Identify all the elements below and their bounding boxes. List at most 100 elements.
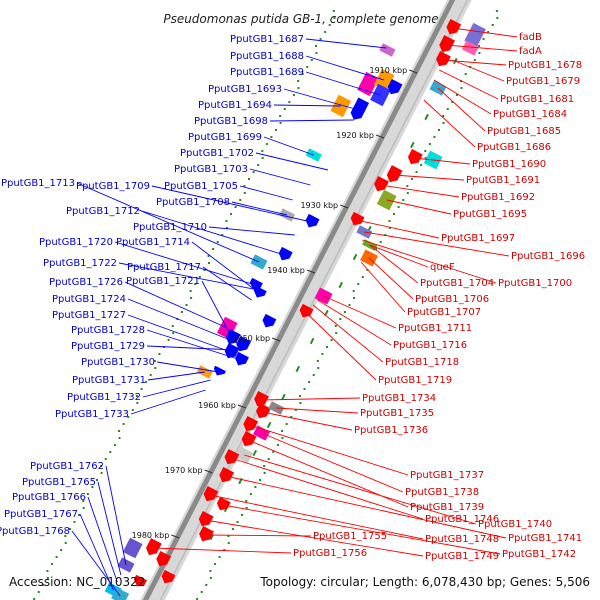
gc-dot <box>297 87 299 89</box>
gene-label-forward[interactable]: PputGB1_1721 <box>126 276 200 287</box>
gene-feature[interactable] <box>123 538 143 559</box>
gene-label-reverse[interactable]: PputGB1_1719 <box>378 375 452 386</box>
gc-bar <box>310 338 315 344</box>
gc-dot <box>398 206 400 208</box>
gc-dot <box>235 206 237 208</box>
gc-bar <box>253 450 258 456</box>
gene-label-reverse[interactable]: PputGB1_1742 <box>502 549 576 560</box>
gene-label-reverse[interactable]: fadB <box>519 32 542 43</box>
gene-label-reverse[interactable]: PputGB1_1738 <box>405 487 479 498</box>
gene-label-forward[interactable]: PputGB1_1722 <box>43 258 117 269</box>
gene-label-reverse[interactable]: PputGB1_1718 <box>385 357 459 368</box>
gene-label-forward[interactable]: PputGB1_1694 <box>198 100 272 111</box>
gene-label-forward[interactable]: PputGB1_1717 <box>127 262 201 273</box>
gene-label-forward[interactable]: PputGB1_1699 <box>188 132 262 143</box>
gene-label-reverse[interactable]: PputGB1_1716 <box>393 340 467 351</box>
gc-dot <box>74 521 76 523</box>
gene-label-reverse[interactable]: PputGB1_1707 <box>407 307 481 318</box>
gene-label-forward[interactable]: PputGB1_1730 <box>81 357 155 368</box>
gc-dot <box>326 346 328 348</box>
gene-label-forward[interactable]: PputGB1_1688 <box>230 51 304 62</box>
gene-label-forward[interactable]: PputGB1_1709 <box>76 181 150 192</box>
gene-label-forward[interactable]: PputGB1_1713 <box>1 178 75 189</box>
gene-label-reverse[interactable]: PputGB1_1748 <box>425 534 499 545</box>
gene-label-forward[interactable]: PputGB1_1705 <box>164 181 238 192</box>
gene-label-reverse[interactable]: PputGB1_1746 <box>425 514 499 525</box>
gc-dot <box>118 437 120 439</box>
gene-label-forward[interactable]: PputGB1_1687 <box>230 34 304 45</box>
gene-label-reverse[interactable]: queF <box>430 262 455 273</box>
gene-label-reverse[interactable]: PputGB1_1741 <box>508 533 582 544</box>
gene-label-forward[interactable]: PputGB1_1708 <box>156 197 230 208</box>
gene-label-forward[interactable]: PputGB1_1733 <box>55 409 129 420</box>
gene-label-reverse[interactable]: PputGB1_1692 <box>461 192 535 203</box>
gc-dot <box>335 332 337 334</box>
gene-label-forward[interactable]: PputGB1_1698 <box>194 116 268 127</box>
gene-label-forward[interactable]: PputGB1_1689 <box>230 67 304 78</box>
gene-label-forward[interactable]: PputGB1_1768 <box>0 526 70 537</box>
gene-label-reverse[interactable]: fadA <box>519 46 542 57</box>
gc-dot <box>109 451 111 453</box>
gene-label-forward[interactable]: PputGB1_1710 <box>133 222 207 233</box>
gene-label-reverse[interactable]: PputGB1_1690 <box>472 159 546 170</box>
gc-dot <box>268 458 270 460</box>
gene-label-reverse[interactable]: PputGB1_1706 <box>415 294 489 305</box>
gc-dot <box>492 24 494 26</box>
gene-label-forward[interactable]: PputGB1_1720 <box>39 237 113 248</box>
gene-label-reverse[interactable]: PputGB1_1704 <box>420 278 494 289</box>
gc-dot <box>51 563 53 565</box>
gene-label-reverse[interactable]: PputGB1_1711 <box>398 323 472 334</box>
gc-dot <box>60 549 62 551</box>
gene-label-reverse[interactable]: PputGB1_1700 <box>498 278 572 289</box>
gc-dot <box>324 31 326 33</box>
gene-label-reverse[interactable]: PputGB1_1695 <box>453 209 527 220</box>
gene-label-forward[interactable]: PputGB1_1767 <box>4 509 78 520</box>
gene-label-reverse[interactable]: PputGB1_1697 <box>441 233 515 244</box>
gene-label-reverse[interactable]: PputGB1_1755 <box>313 531 387 542</box>
gene-label-forward[interactable]: PputGB1_1728 <box>71 325 145 336</box>
gene-label-reverse[interactable]: PputGB1_1739 <box>410 502 484 513</box>
gene-label-reverse[interactable]: PputGB1_1756 <box>293 548 367 559</box>
tick-label: 1940 kbp <box>267 266 305 275</box>
gene-label-forward[interactable]: PputGB1_1731 <box>72 375 146 386</box>
gene-label-reverse[interactable]: PputGB1_1749 <box>425 551 499 562</box>
gene-label-forward[interactable]: PputGB1_1703 <box>174 164 248 175</box>
gene-label-forward[interactable]: PputGB1_1729 <box>71 341 145 352</box>
gene-label-forward[interactable]: PputGB1_1765 <box>22 477 96 488</box>
gc-dot <box>429 143 431 145</box>
gene-label-reverse[interactable]: PputGB1_1735 <box>360 408 434 419</box>
forward-gene[interactable] <box>260 314 276 330</box>
gc-dot <box>333 17 335 19</box>
gene-label-reverse[interactable]: PputGB1_1736 <box>354 425 428 436</box>
gene-label-forward[interactable]: PputGB1_1702 <box>180 148 254 159</box>
gc-dot <box>483 38 485 40</box>
gc-dot <box>96 479 98 481</box>
gene-label-reverse[interactable]: PputGB1_1734 <box>362 393 436 404</box>
gene-label-reverse[interactable]: PputGB1_1678 <box>508 60 582 71</box>
gene-label-reverse[interactable]: PputGB1_1696 <box>511 251 585 262</box>
gc-dot <box>339 318 341 320</box>
tick-label: 1920 kbp <box>336 131 374 140</box>
gene-feature[interactable] <box>379 43 395 56</box>
gene-label-reverse[interactable]: PputGB1_1686 <box>477 142 551 153</box>
gene-label-forward[interactable]: PputGB1_1732 <box>67 392 141 403</box>
gene-label-reverse[interactable]: PputGB1_1737 <box>410 470 484 481</box>
gene-label-forward[interactable]: PputGB1_1762 <box>30 461 104 472</box>
gene-label-forward[interactable]: PputGB1_1693 <box>208 84 282 95</box>
gc-dot <box>190 297 192 299</box>
gc-dot <box>280 122 282 124</box>
gene-label-reverse[interactable]: PputGB1_1681 <box>500 94 574 105</box>
gene-label-forward[interactable]: PputGB1_1724 <box>52 294 126 305</box>
gc-dot <box>460 87 462 89</box>
gene-label-reverse[interactable]: PputGB1_1684 <box>493 109 567 120</box>
gene-label-reverse[interactable]: PputGB1_1691 <box>466 175 540 186</box>
gene-label-reverse[interactable]: PputGB1_1679 <box>506 76 580 87</box>
gene-label-forward[interactable]: PputGB1_1766 <box>12 492 86 503</box>
gene-label-forward[interactable]: PputGB1_1712 <box>66 206 140 217</box>
gc-dot <box>299 395 301 397</box>
gene-label-forward[interactable]: PputGB1_1726 <box>49 277 123 288</box>
gene-label-forward[interactable]: PputGB1_1714 <box>116 237 190 248</box>
leader-line <box>324 296 396 328</box>
gene-label-reverse[interactable]: PputGB1_1685 <box>487 126 561 137</box>
gene-label-forward[interactable]: PputGB1_1727 <box>52 310 126 321</box>
